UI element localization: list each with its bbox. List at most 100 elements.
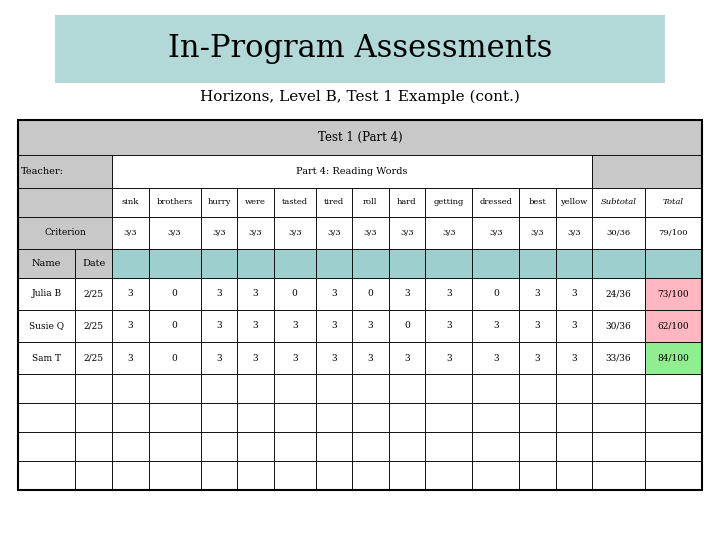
- Text: 3: 3: [571, 289, 577, 298]
- Bar: [76, 310, 112, 342]
- Text: 0: 0: [172, 354, 178, 362]
- Bar: [76, 342, 112, 374]
- Bar: [315, 249, 352, 278]
- Text: Part 4: Reading Words: Part 4: Reading Words: [297, 167, 408, 176]
- Bar: [18, 156, 112, 187]
- Bar: [274, 217, 315, 249]
- Bar: [274, 374, 315, 403]
- Bar: [519, 310, 556, 342]
- Bar: [18, 278, 76, 310]
- Text: sink: sink: [122, 198, 139, 206]
- Bar: [76, 403, 112, 432]
- Bar: [352, 432, 389, 461]
- Bar: [389, 461, 426, 490]
- Text: brothers: brothers: [156, 198, 193, 206]
- Text: 3: 3: [571, 354, 577, 362]
- Text: 3: 3: [216, 354, 222, 362]
- Bar: [315, 461, 352, 490]
- Bar: [426, 187, 472, 217]
- Bar: [201, 432, 238, 461]
- Bar: [112, 403, 148, 432]
- Bar: [426, 374, 472, 403]
- Bar: [315, 310, 352, 342]
- Bar: [472, 278, 519, 310]
- Text: 3: 3: [368, 321, 373, 330]
- Bar: [18, 342, 76, 374]
- Text: roll: roll: [363, 198, 378, 206]
- Text: 3: 3: [571, 321, 577, 330]
- Bar: [389, 403, 426, 432]
- Text: 3: 3: [493, 354, 498, 362]
- Bar: [148, 187, 201, 217]
- Bar: [556, 278, 593, 310]
- Text: 62/100: 62/100: [657, 321, 689, 330]
- Bar: [112, 249, 148, 278]
- Bar: [18, 461, 76, 490]
- Text: 0: 0: [172, 289, 178, 298]
- Bar: [644, 310, 702, 342]
- Bar: [426, 278, 472, 310]
- Bar: [593, 249, 644, 278]
- Text: 3: 3: [493, 321, 498, 330]
- Bar: [238, 217, 274, 249]
- Bar: [426, 310, 472, 342]
- Bar: [315, 342, 352, 374]
- Bar: [76, 432, 112, 461]
- Bar: [519, 432, 556, 461]
- Text: 3: 3: [216, 289, 222, 298]
- Text: Julia B: Julia B: [32, 289, 62, 298]
- Text: 30/36: 30/36: [606, 321, 631, 330]
- Bar: [201, 403, 238, 432]
- Text: 3: 3: [253, 354, 258, 362]
- Text: 0: 0: [172, 321, 178, 330]
- Bar: [18, 310, 76, 342]
- Text: 3: 3: [331, 289, 337, 298]
- Text: 3: 3: [292, 354, 297, 362]
- Bar: [426, 432, 472, 461]
- Text: 30/36: 30/36: [606, 228, 631, 237]
- Bar: [112, 217, 148, 249]
- Text: 3: 3: [368, 354, 373, 362]
- Text: 24/36: 24/36: [606, 289, 631, 298]
- Bar: [238, 278, 274, 310]
- Bar: [519, 217, 556, 249]
- Bar: [201, 461, 238, 490]
- Text: 3: 3: [446, 321, 451, 330]
- Bar: [112, 461, 148, 490]
- Text: yellow: yellow: [560, 198, 588, 206]
- Bar: [112, 310, 148, 342]
- Text: 3/3: 3/3: [288, 228, 302, 237]
- Bar: [472, 461, 519, 490]
- Bar: [593, 403, 644, 432]
- Text: 3: 3: [253, 321, 258, 330]
- Bar: [519, 342, 556, 374]
- Bar: [18, 374, 76, 403]
- Bar: [389, 187, 426, 217]
- Bar: [148, 217, 201, 249]
- Text: 2/25: 2/25: [84, 321, 104, 330]
- Bar: [389, 278, 426, 310]
- Bar: [426, 403, 472, 432]
- Bar: [315, 217, 352, 249]
- Bar: [556, 217, 593, 249]
- Bar: [148, 432, 201, 461]
- Bar: [389, 432, 426, 461]
- Bar: [274, 187, 315, 217]
- Text: 3: 3: [446, 289, 451, 298]
- Text: Date: Date: [82, 259, 105, 268]
- Bar: [112, 432, 148, 461]
- Bar: [201, 187, 238, 217]
- Bar: [352, 403, 389, 432]
- Bar: [274, 249, 315, 278]
- Bar: [352, 461, 389, 490]
- Bar: [389, 374, 426, 403]
- Bar: [55, 15, 665, 83]
- Text: 3/3: 3/3: [442, 228, 456, 237]
- Bar: [112, 342, 148, 374]
- Bar: [426, 342, 472, 374]
- Text: Subtotal: Subtotal: [600, 198, 636, 206]
- Bar: [519, 403, 556, 432]
- Bar: [112, 278, 148, 310]
- Bar: [472, 249, 519, 278]
- Text: 3: 3: [331, 354, 337, 362]
